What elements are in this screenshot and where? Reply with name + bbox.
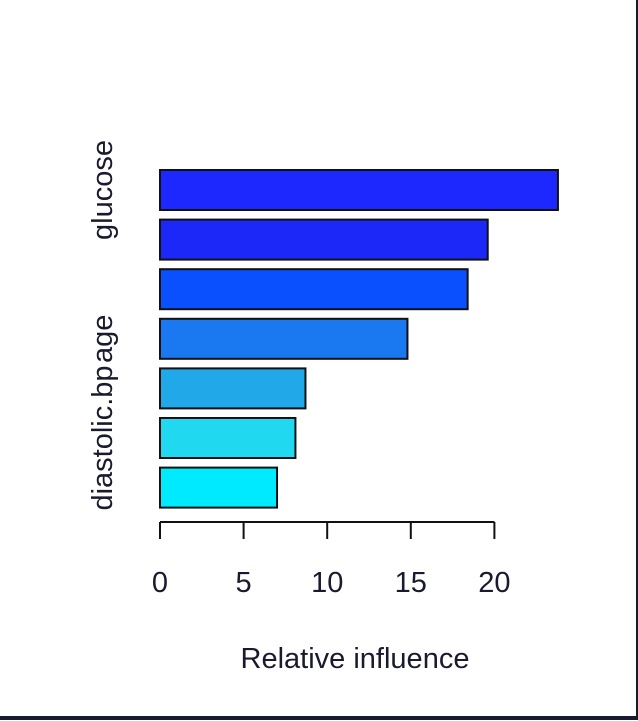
bar-row-3 bbox=[159, 268, 469, 311]
x-tick-label-5: 5 bbox=[236, 567, 252, 599]
x-tick-label-20: 20 bbox=[478, 567, 510, 599]
category-label-diastolic-bp: diastolic.bp bbox=[87, 365, 119, 510]
bar-row-5 bbox=[159, 367, 307, 410]
bar-diastolic.bp bbox=[159, 417, 297, 459]
x-tick-label-10: 10 bbox=[311, 567, 343, 599]
x-axis-title: Relative influence bbox=[241, 643, 470, 675]
x-tick-label-15: 15 bbox=[395, 567, 427, 599]
bar-glucose bbox=[159, 169, 559, 211]
category-label-age: age bbox=[87, 315, 119, 363]
bar-row-7 bbox=[159, 466, 279, 509]
bar-row-2 bbox=[159, 218, 489, 261]
x-axis: 0 5 10 15 20 bbox=[152, 521, 511, 599]
x-tick-label-0: 0 bbox=[152, 567, 168, 599]
bar-age bbox=[159, 317, 409, 360]
bars-group bbox=[159, 169, 559, 509]
category-label-glucose: glucose bbox=[87, 140, 119, 240]
